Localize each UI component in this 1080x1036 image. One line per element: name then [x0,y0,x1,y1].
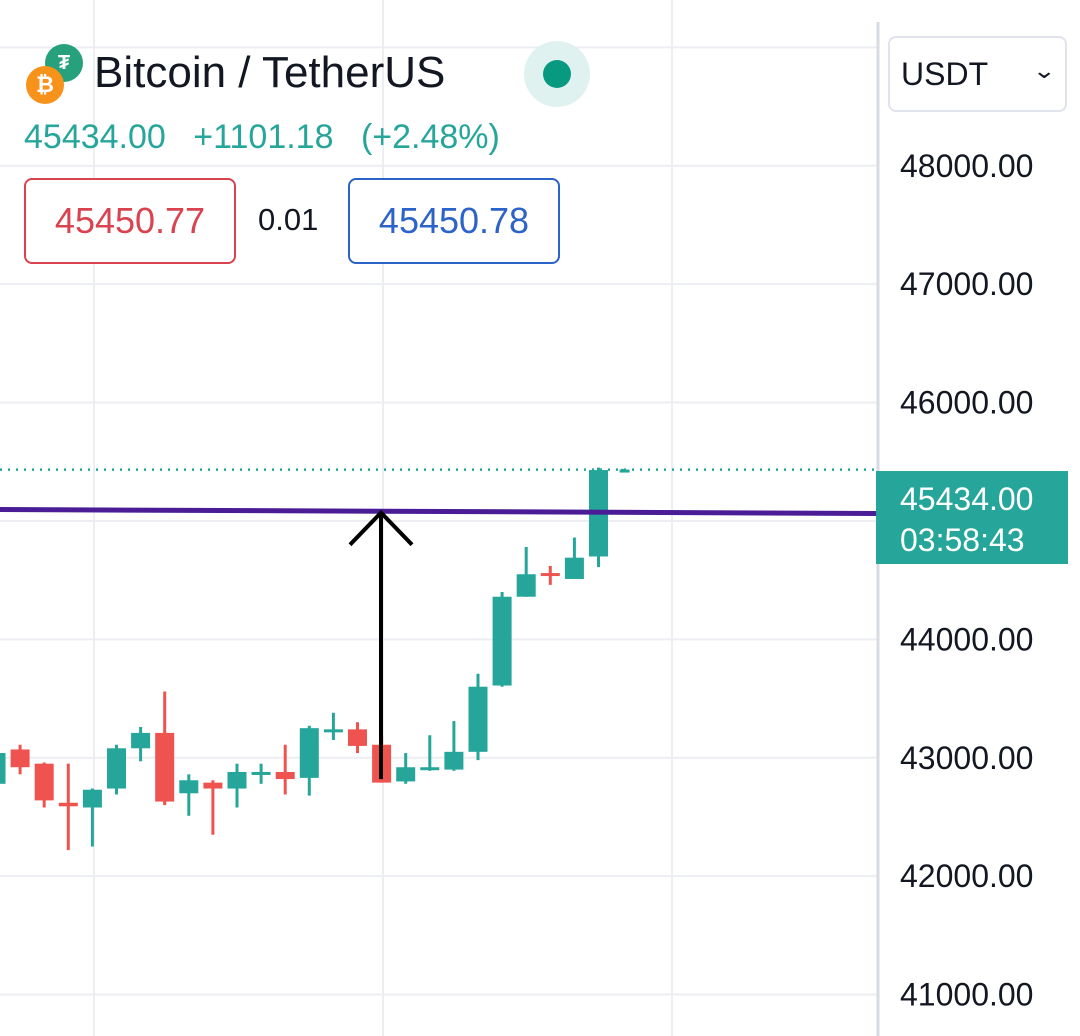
candle [107,744,126,795]
candle [516,547,536,597]
candle-body [0,753,6,784]
candle [540,565,560,585]
candle [10,744,30,775]
candle-body [155,732,175,802]
arrow-head [348,509,414,547]
candle-body [420,767,440,771]
candle-body [107,748,126,789]
bitcoin-icon: ₿ [26,66,64,104]
candle [0,753,6,784]
candle-body [251,771,271,775]
spread-value: 0.01 [258,202,319,237]
candle [348,722,367,754]
price-tick-label: 47000.00 [900,266,1033,302]
price-tick-label: 44000.00 [900,621,1033,657]
candles-layer [0,467,630,851]
candle [251,763,271,784]
candle-body [203,782,223,789]
symbol-title[interactable]: Bitcoin / TetherUS [94,48,446,97]
last-price-label-bg [876,471,1068,564]
candle [619,468,630,473]
last-price-label: 45434.00 03:58:43 [876,471,1068,564]
bar-countdown: 03:58:43 [900,522,1025,558]
chart-grid [0,0,878,1036]
candle-body [396,767,416,782]
candle-body [492,596,512,686]
price-tick-label: 42000.00 [900,858,1033,894]
sell-button[interactable]: 45450.77 [24,178,236,264]
candle [420,735,440,771]
price-tick-label: 43000.00 [900,740,1033,776]
buy-button[interactable]: 45450.78 [348,178,560,264]
candle [396,753,416,784]
candle [179,774,199,816]
candle [34,762,54,808]
candle [227,763,247,808]
candle [468,673,488,761]
price-axis[interactable]: 48000.00 47000.00 46000.00 44000.00 43000.00… [900,148,1033,1013]
overlays-layer [0,468,879,780]
candle-body [323,729,343,733]
candle-body [619,469,630,473]
candle [589,467,608,568]
candle-body [540,573,560,577]
price-change-percent: (+2.48%) [360,118,500,156]
candle [275,744,295,795]
candle-body [179,780,199,794]
candle [323,712,343,740]
candle [444,721,464,771]
chevron-down-icon: ⌄ [1031,58,1056,83]
price-change: +1101.18 [193,118,334,156]
candle-body [275,771,295,780]
market-open-dot-icon[interactable] [524,41,590,107]
candle [131,726,151,762]
candle-body [564,557,584,579]
price-tick-label: 46000.00 [900,385,1033,421]
candle-body [468,686,488,752]
candle [299,725,319,796]
candle [58,763,78,851]
candle [203,780,223,835]
candle-body [227,771,247,789]
price-tick-label: 41000.00 [900,977,1033,1013]
price-tick-label: 48000.00 [900,148,1033,184]
candle-body [131,732,151,749]
last-price-value: 45434.00 [900,481,1033,517]
candle [155,691,175,806]
candle [492,592,512,687]
candle-body [516,574,536,597]
candle-body [348,729,367,746]
candle-body [299,728,319,778]
horizontal-line-drawing [0,506,879,516]
currency-select-value: USDT [901,55,989,92]
currency-select[interactable]: USDT ⌄ [888,36,1067,112]
candle [564,537,584,579]
candle [82,788,102,847]
candle-body [82,789,102,808]
price-quote: 45434.00 +1101.18 (+2.48%) [24,118,500,157]
last-price: 45434.00 [24,118,166,156]
candle-body [34,763,54,801]
candle-body [58,802,78,807]
candle-body [10,749,30,768]
candle-body [444,751,464,770]
